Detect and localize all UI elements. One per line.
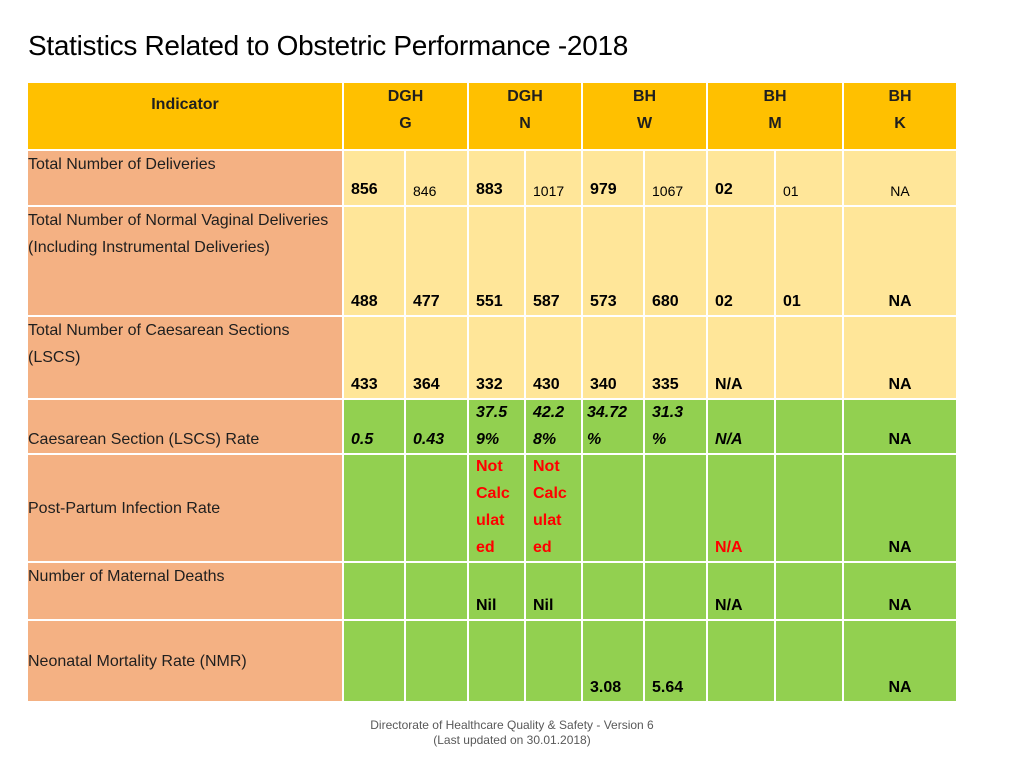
- table-cell: Nil: [467, 561, 526, 621]
- table-cell: 37.5 9%: [467, 398, 526, 455]
- table-cell: NA: [842, 561, 959, 621]
- table-cell: [524, 619, 583, 703]
- table-cell: 335: [642, 315, 709, 400]
- header-bhk: BH K: [842, 81, 959, 151]
- table-cell: 332: [467, 315, 526, 400]
- table-row: Caesarean Section (LSCS) Rate 0.5 0.43 3…: [26, 398, 959, 455]
- row-label: Caesarean Section (LSCS) Rate: [26, 398, 344, 455]
- table-cell: 3.08: [581, 619, 645, 703]
- table-cell: Nil: [524, 561, 583, 621]
- table-cell: 34.72 %: [581, 398, 645, 455]
- table-row: Total Number of Caesarean Sections (LSCS…: [26, 315, 959, 400]
- row-label: Post-Partum Infection Rate: [26, 453, 344, 563]
- table-row: Post-Partum Infection Rate Not Calculate…: [26, 453, 959, 563]
- header-dghn: DGH N: [467, 81, 583, 151]
- table-row: Number of Maternal Deaths Nil Nil N/A NA: [26, 561, 959, 621]
- table-cell: Not Calculated: [524, 453, 583, 563]
- table-cell: [774, 619, 845, 703]
- table-cell: [342, 619, 406, 703]
- table-cell: 477: [404, 205, 469, 317]
- row-label: Total Number of Deliveries: [26, 149, 344, 207]
- page-title: Statistics Related to Obstetric Performa…: [28, 30, 629, 61]
- obstetric-statistics-table: Indicator DGH G DGH N BH W BH M BH K Total Nu…: [26, 81, 959, 703]
- table-cell: NA: [842, 398, 959, 455]
- table-cell: [706, 619, 777, 703]
- table-cell: 01: [774, 149, 845, 207]
- table-cell: 0.5: [342, 398, 406, 455]
- table-cell: [642, 453, 709, 563]
- table-cell: NA: [842, 149, 959, 207]
- table-cell: 1017: [524, 149, 583, 207]
- table-cell: 5.64: [642, 619, 709, 703]
- table-cell: 01: [774, 205, 845, 317]
- table-cell: [404, 561, 469, 621]
- table-cell: 856: [342, 149, 406, 207]
- table-cell: 979: [581, 149, 645, 207]
- table-cell: [581, 453, 645, 563]
- table-cell: 340: [581, 315, 645, 400]
- header-dghg: DGH G: [342, 81, 469, 151]
- table-cell: [774, 453, 845, 563]
- header-bhm: BH M: [706, 81, 845, 151]
- row-label: Total Number of Caesarean Sections (LSCS…: [26, 315, 344, 400]
- table-cell: [404, 453, 469, 563]
- table-row: Total Number of Normal Vaginal Deliverie…: [26, 205, 959, 317]
- table-cell: NA: [842, 619, 959, 703]
- table-cell: 430: [524, 315, 583, 400]
- table-cell: [774, 398, 845, 455]
- table-cell: NA: [842, 315, 959, 400]
- table-cell: [581, 561, 645, 621]
- table-cell: N/A: [706, 453, 777, 563]
- row-label: Total Number of Normal Vaginal Deliverie…: [26, 205, 344, 317]
- row-label: Number of Maternal Deaths: [26, 561, 344, 621]
- table-header-row: Indicator DGH G DGH N BH W BH M BH K: [26, 81, 959, 151]
- table-cell: [642, 561, 709, 621]
- table-cell: 488: [342, 205, 406, 317]
- table-cell: Not Calculated: [467, 453, 526, 563]
- table-cell: NA: [842, 205, 959, 317]
- table-cell: NA: [842, 453, 959, 563]
- table-row: Neonatal Mortality Rate (NMR) 3.08 5.64 …: [26, 619, 959, 703]
- row-label: Neonatal Mortality Rate (NMR): [26, 619, 344, 703]
- footer: Directorate of Healthcare Quality & Safe…: [0, 718, 1024, 748]
- footer-updated: (Last updated on 30.01.2018): [433, 733, 591, 747]
- table-cell: 31.3 %: [642, 398, 709, 455]
- table-cell: [467, 619, 526, 703]
- table-cell: 1067: [642, 149, 709, 207]
- table-cell: 846: [404, 149, 469, 207]
- footer-version: Directorate of Healthcare Quality & Safe…: [370, 718, 654, 732]
- table-cell: 883: [467, 149, 526, 207]
- table-cell: N/A: [706, 398, 777, 455]
- table-cell: 02: [706, 149, 777, 207]
- table-cell: 433: [342, 315, 406, 400]
- table-cell: [404, 619, 469, 703]
- table-cell: [774, 315, 845, 400]
- header-indicator: Indicator: [26, 81, 344, 151]
- table-cell: 551: [467, 205, 526, 317]
- table-cell: N/A: [706, 315, 777, 400]
- table-cell: N/A: [706, 561, 777, 621]
- table-cell: 573: [581, 205, 645, 317]
- table-cell: 0.43: [404, 398, 469, 455]
- table-cell: [342, 453, 406, 563]
- table-row: Total Number of Deliveries 856 846 883 1…: [26, 149, 959, 207]
- table-cell: 02: [706, 205, 777, 317]
- table-cell: 42.2 8%: [524, 398, 583, 455]
- table-cell: 364: [404, 315, 469, 400]
- table-cell: [342, 561, 406, 621]
- table-cell: 680: [642, 205, 709, 317]
- table-cell: [774, 561, 845, 621]
- table-cell: 587: [524, 205, 583, 317]
- header-bhw: BH W: [580, 81, 709, 151]
